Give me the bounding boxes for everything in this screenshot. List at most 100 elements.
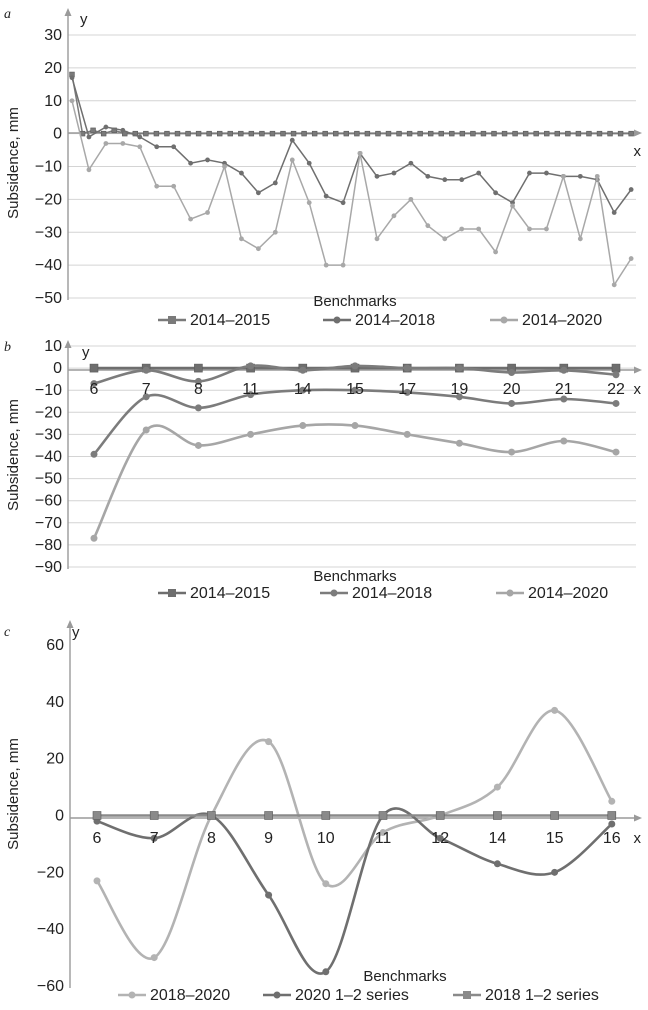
x-tick-label: 15 <box>546 830 564 847</box>
y-tick-label: 20 <box>46 751 64 768</box>
data-point <box>299 422 307 430</box>
panel-label: c <box>4 625 11 640</box>
data-point <box>533 130 539 137</box>
legend-label: 2014–2020 <box>522 312 602 329</box>
data-point <box>551 706 559 714</box>
data-point <box>142 366 150 374</box>
x-tick-label: 11 <box>375 830 392 847</box>
data-point <box>306 160 312 166</box>
x-tick-label: 19 <box>451 381 469 398</box>
data-point <box>120 127 126 133</box>
data-point <box>375 130 381 137</box>
legend-label: 2014–2018 <box>355 312 435 329</box>
data-point <box>577 236 583 242</box>
data-point <box>435 811 445 820</box>
series-line-3 <box>92 423 617 539</box>
data-point <box>90 534 98 542</box>
data-point <box>357 150 363 156</box>
x-tick-label: 6 <box>93 830 102 847</box>
data-point <box>149 811 159 820</box>
data-point <box>311 130 318 137</box>
y-tick-label: −40 <box>37 921 64 938</box>
y-axis-name: y <box>82 344 90 361</box>
data-point <box>205 157 210 163</box>
x-tick-label: 11 <box>242 381 259 398</box>
y-tick-label: 60 <box>46 637 64 654</box>
data-point <box>406 130 413 137</box>
legend-label: 2014–2018 <box>352 585 432 602</box>
data-point <box>403 430 411 438</box>
legend-marker <box>168 589 176 597</box>
series-line-1 <box>95 709 613 960</box>
data-point <box>522 130 529 137</box>
data-point <box>408 196 414 202</box>
data-point <box>391 170 397 176</box>
data-point <box>565 130 571 137</box>
data-point <box>321 811 331 820</box>
data-point <box>93 877 101 885</box>
data-point <box>628 187 634 192</box>
x-axis-title: Benchmarks <box>313 293 396 310</box>
data-point <box>594 173 600 179</box>
data-point <box>611 363 621 373</box>
data-point <box>247 362 255 370</box>
x-axis-arrow <box>634 129 642 137</box>
data-point <box>174 130 181 137</box>
chart-panel-b <box>64 340 642 597</box>
x-axis-arrow <box>634 814 642 822</box>
data-point <box>323 262 329 268</box>
data-point <box>188 160 194 166</box>
legend-label: 2014–2020 <box>528 585 608 602</box>
data-point <box>560 437 568 445</box>
data-point <box>289 137 295 143</box>
data-point <box>143 130 149 137</box>
y-axis-arrow <box>64 8 72 16</box>
data-point <box>137 134 143 140</box>
data-point <box>248 130 255 137</box>
data-point <box>255 246 261 252</box>
data-point <box>596 130 603 137</box>
y-tick-label: −60 <box>37 978 64 995</box>
y-tick-label: −40 <box>35 449 62 466</box>
x-tick-label: 20 <box>503 381 521 398</box>
x-axis-name: x <box>634 830 642 847</box>
data-point <box>544 130 550 137</box>
data-point <box>493 860 501 868</box>
data-point <box>554 130 561 137</box>
data-point <box>551 868 559 876</box>
data-point <box>403 388 411 396</box>
x-tick-label: 14 <box>489 830 507 847</box>
data-point <box>617 130 624 137</box>
data-point <box>299 386 307 394</box>
legend-label: 2018–2020 <box>150 987 230 1004</box>
data-point <box>459 177 465 183</box>
data-point <box>299 366 307 374</box>
chart-panel-a <box>64 8 642 324</box>
data-point <box>103 124 109 130</box>
data-point <box>247 391 255 399</box>
y-tick-label: 30 <box>44 27 62 44</box>
y-tick-label: 20 <box>44 60 62 77</box>
data-point <box>322 880 330 888</box>
y-axis-arrow <box>64 340 72 348</box>
data-point <box>449 130 455 137</box>
data-point <box>425 173 431 179</box>
data-point <box>438 130 444 137</box>
data-point <box>550 811 559 820</box>
x-tick-label: 17 <box>398 381 416 398</box>
data-point <box>491 130 497 137</box>
data-point <box>612 371 620 379</box>
data-point <box>322 130 328 137</box>
legend-marker <box>500 316 508 324</box>
legend-marker <box>273 991 281 999</box>
legend-marker <box>168 316 176 324</box>
data-point <box>493 811 502 820</box>
data-point <box>69 98 75 104</box>
data-point <box>425 223 431 229</box>
data-point <box>455 393 463 401</box>
data-point <box>408 160 414 166</box>
data-point <box>493 783 501 791</box>
y-tick-label: −80 <box>35 537 62 554</box>
y-tick-label: −30 <box>35 426 62 443</box>
y-tick-label: −20 <box>35 191 62 208</box>
